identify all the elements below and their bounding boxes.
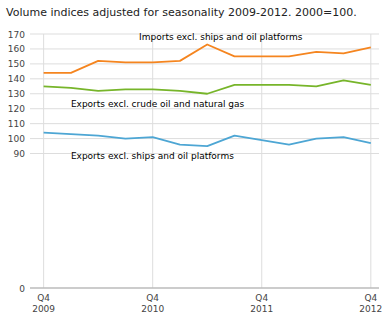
grid-line (30, 78, 379, 79)
series-line (44, 80, 371, 93)
y-tick-label: 120 (8, 104, 25, 114)
x-tick-label: Q42011 (250, 293, 273, 314)
lines (44, 44, 371, 146)
x-tick-label: Q42010 (141, 293, 164, 314)
y-tick-label: 140 (8, 74, 25, 84)
y-tick-label: 160 (8, 44, 25, 54)
series-label: Exports excl. ships and oil platforms (71, 151, 234, 161)
x-tick-label: Q42012 (359, 293, 382, 314)
x-axis (30, 288, 379, 289)
y-tick-label: 90 (14, 149, 26, 159)
y-tick-label: 150 (8, 59, 25, 69)
grid-line (30, 48, 379, 49)
grid-line (370, 34, 371, 288)
y-tick-label: 170 (8, 30, 25, 40)
grid (30, 34, 379, 288)
series-label: Exports excl. crude oil and natural gas (71, 99, 245, 109)
y-tick-label: 100 (8, 134, 25, 144)
y-tick-label: 130 (8, 89, 25, 99)
grid-line (30, 288, 379, 289)
grid-line (30, 63, 379, 64)
x-tick-label: Q42009 (32, 293, 55, 314)
y-tick-label: 110 (8, 119, 25, 129)
grid-line (261, 34, 262, 288)
title: Volume indices adjusted for seasonality … (6, 6, 357, 19)
chart: Volume indices adjusted for seasonality … (0, 0, 389, 322)
series-line (44, 44, 371, 72)
series-line (44, 133, 371, 146)
series-label: Imports excl. ships and oil platforms (139, 32, 303, 42)
y-tick-label: 0 (19, 284, 25, 294)
grid-line (30, 123, 379, 124)
